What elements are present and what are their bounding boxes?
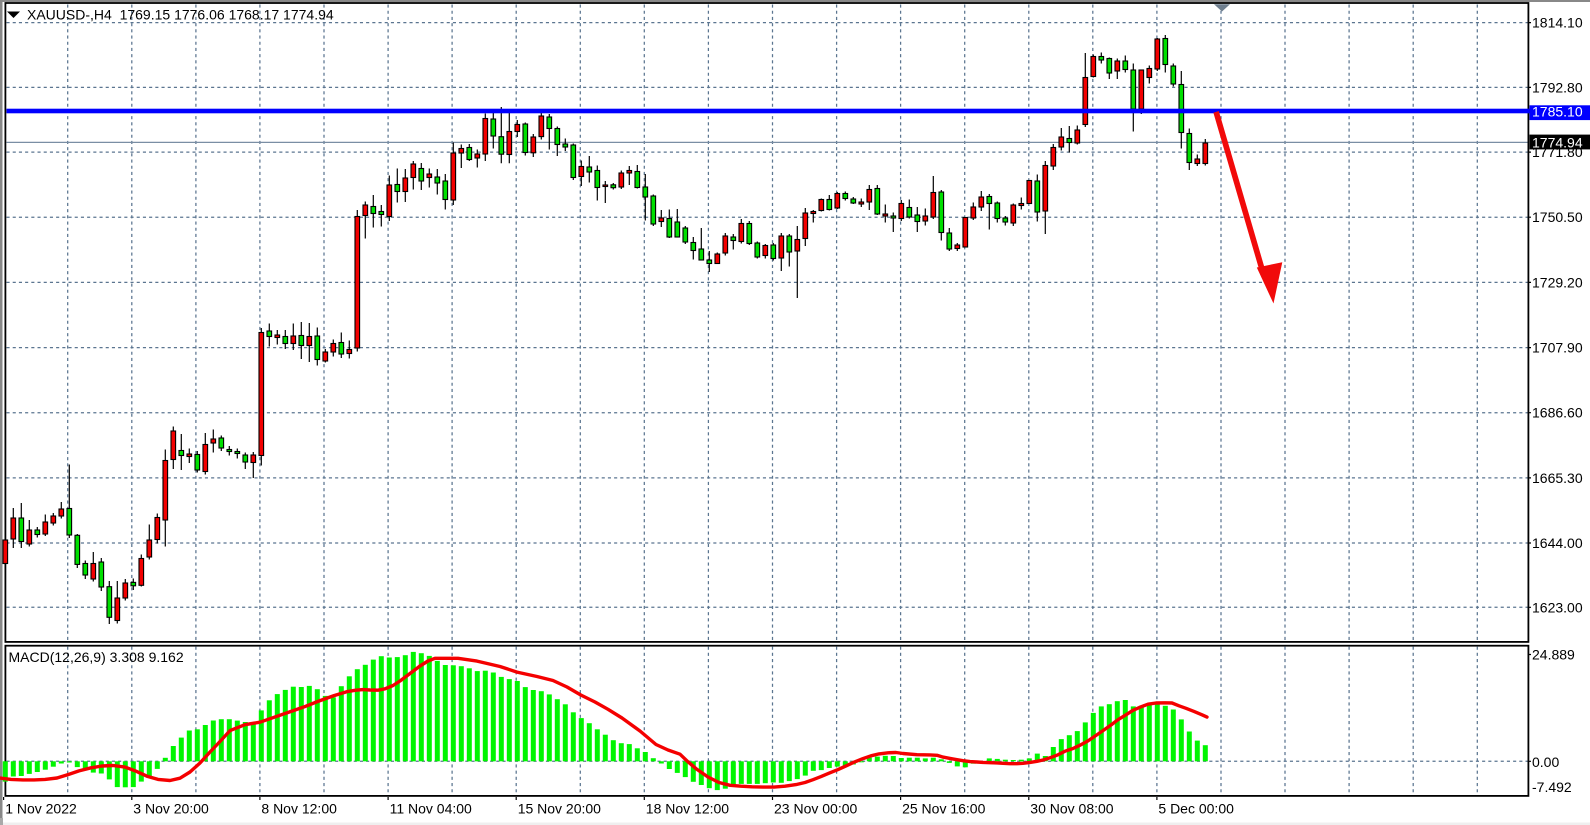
svg-text:1774.94: 1774.94 bbox=[1532, 134, 1583, 150]
svg-text:8 Nov 12:00: 8 Nov 12:00 bbox=[261, 801, 337, 817]
svg-text:1792.80: 1792.80 bbox=[1532, 79, 1583, 95]
svg-text:11 Nov 04:00: 11 Nov 04:00 bbox=[390, 801, 472, 817]
svg-text:1707.90: 1707.90 bbox=[1532, 340, 1583, 356]
svg-text:18 Nov 12:00: 18 Nov 12:00 bbox=[646, 801, 729, 817]
svg-text:1729.20: 1729.20 bbox=[1532, 274, 1583, 290]
svg-text:5 Dec 00:00: 5 Dec 00:00 bbox=[1158, 801, 1234, 817]
svg-text:1644.00: 1644.00 bbox=[1532, 535, 1583, 551]
svg-text:XAUUSD-,H4 1769.15 1776.06 17: XAUUSD-,H4 1769.15 1776.06 1768.17 1774.… bbox=[27, 7, 334, 23]
svg-text:1814.10: 1814.10 bbox=[1532, 15, 1583, 31]
svg-text:3 Nov 20:00: 3 Nov 20:00 bbox=[133, 801, 209, 817]
svg-text:1750.50: 1750.50 bbox=[1532, 209, 1583, 225]
svg-text:1686.60: 1686.60 bbox=[1532, 405, 1583, 421]
svg-text:24.889: 24.889 bbox=[1532, 647, 1575, 663]
svg-text:23 Nov 00:00: 23 Nov 00:00 bbox=[774, 801, 857, 817]
svg-text:1665.30: 1665.30 bbox=[1532, 470, 1583, 486]
svg-text:30 Nov 08:00: 30 Nov 08:00 bbox=[1030, 801, 1113, 817]
svg-text:0.00: 0.00 bbox=[1532, 754, 1559, 770]
svg-text:15 Nov 20:00: 15 Nov 20:00 bbox=[518, 801, 601, 817]
svg-text:1623.00: 1623.00 bbox=[1532, 599, 1583, 615]
svg-text:25 Nov 16:00: 25 Nov 16:00 bbox=[902, 801, 985, 817]
svg-text:MACD(12,26,9) 3.308 9.162: MACD(12,26,9) 3.308 9.162 bbox=[9, 649, 184, 665]
svg-text:-7.492: -7.492 bbox=[1532, 779, 1572, 795]
svg-text:1785.10: 1785.10 bbox=[1532, 103, 1583, 119]
svg-text:1 Nov 2022: 1 Nov 2022 bbox=[5, 801, 77, 817]
